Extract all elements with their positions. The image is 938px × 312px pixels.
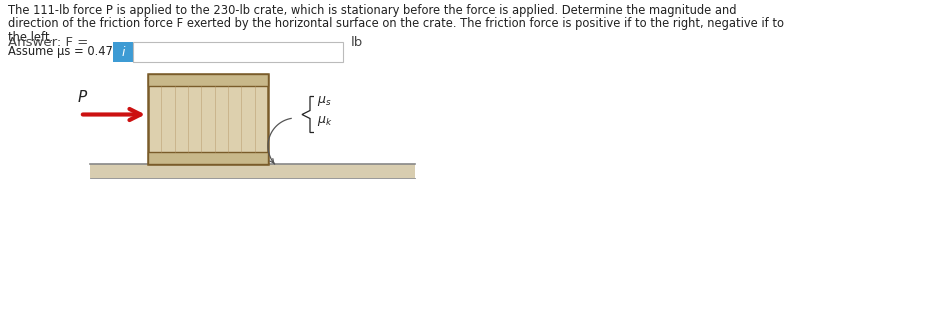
Bar [148, 74, 268, 86]
Text: $\mu_s$: $\mu_s$ [317, 95, 331, 109]
Text: Assume μs = 0.47, μk = 0.39.: Assume μs = 0.47, μk = 0.39. [8, 45, 180, 57]
Bar [148, 74, 268, 164]
Bar [90, 164, 415, 178]
Text: $\mu_k$: $\mu_k$ [317, 114, 332, 128]
Text: i: i [121, 46, 125, 59]
Text: direction of the friction force F exerted by the horizontal surface on the crate: direction of the friction force F exerte… [8, 17, 784, 31]
Bar [148, 152, 268, 164]
Text: lb: lb [351, 36, 363, 48]
Bar [133, 42, 343, 62]
Text: P: P [78, 90, 87, 105]
Text: The 111-lb force P is applied to the 230-lb crate, which is stationary before th: The 111-lb force P is applied to the 230… [8, 4, 736, 17]
Text: the left.: the left. [8, 31, 53, 44]
FancyBboxPatch shape [113, 42, 133, 62]
Text: Answer: F =: Answer: F = [8, 36, 93, 48]
